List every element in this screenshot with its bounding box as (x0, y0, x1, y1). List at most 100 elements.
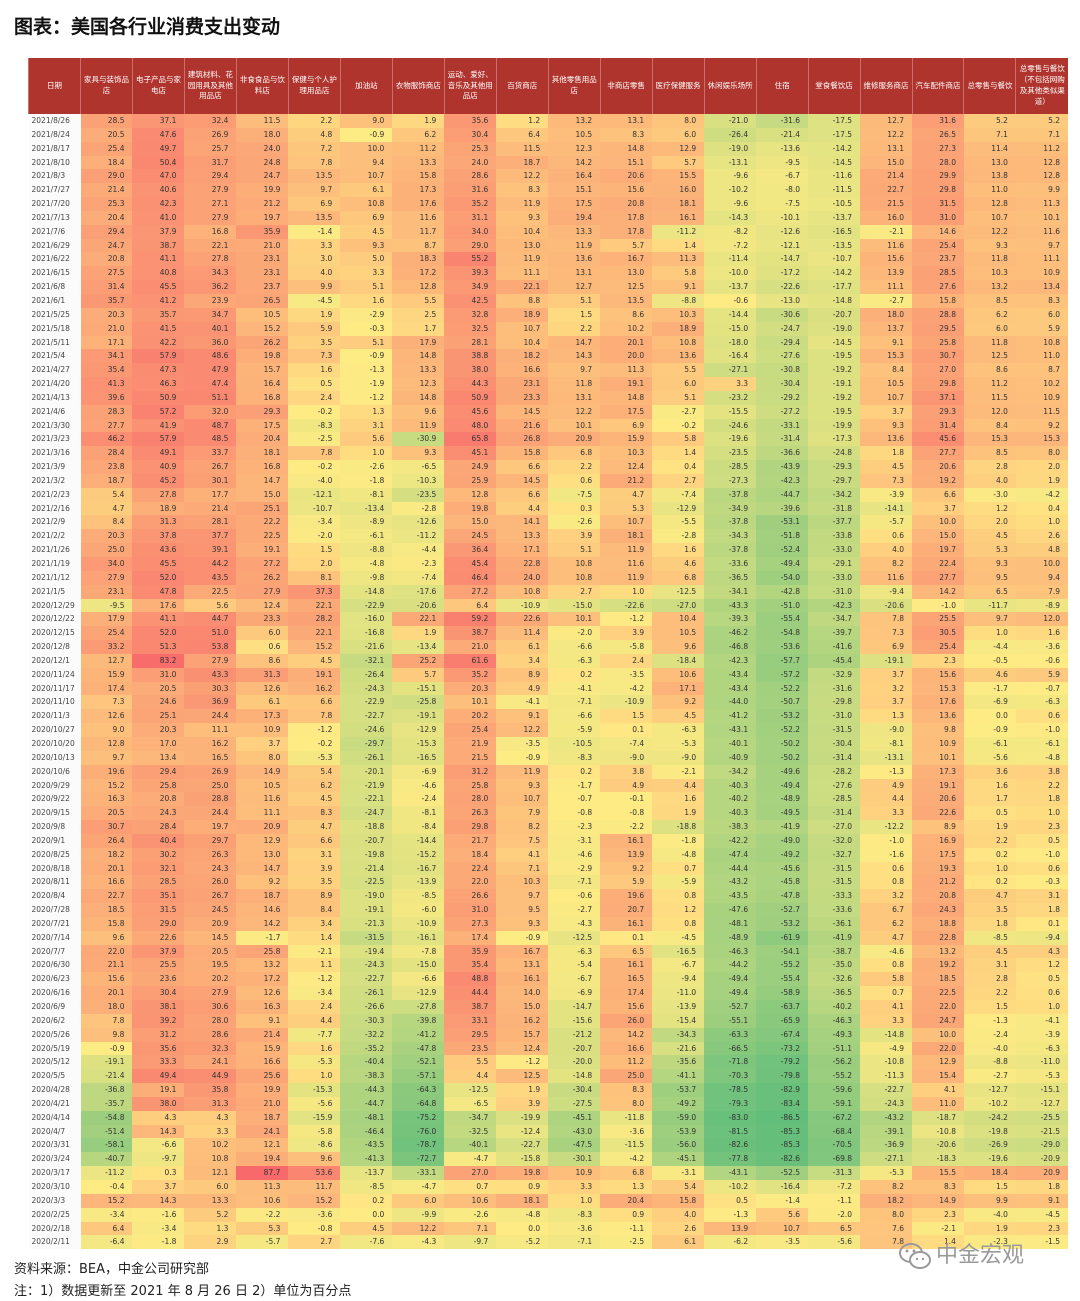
table-row: 2021/7/13 20.4 41.0 27.9 19.7 13.5 6.9 11.6 31.1… (28, 210, 1068, 225)
cell: -14.8 (548, 1069, 601, 1084)
cell: 11.7 (392, 224, 445, 239)
cell: -0.7 (1015, 681, 1068, 696)
cell: -18.8 (340, 820, 393, 834)
cell: 12.5 (496, 1069, 549, 1084)
cell: -34.9 (704, 501, 757, 516)
cell: 1.2 (1015, 958, 1068, 973)
cell: -49.2 (756, 847, 809, 862)
cell: -31.5 (340, 930, 393, 945)
cell: 9.7 (548, 363, 601, 378)
cell: 9.5 (963, 570, 1016, 585)
cell: -27.5 (548, 1096, 601, 1111)
cell: 6.2 (392, 127, 445, 142)
cell: 3.7 (236, 736, 289, 751)
cell: -1.1 (808, 1193, 861, 1208)
cell: -0.1 (600, 792, 653, 807)
table-row: 2020/10/20 12.8 17.0 16.2 3.7 -0.2 -29.7 -15.3 2… (28, 736, 1068, 751)
cell: 1.3 (184, 1221, 237, 1236)
cell: -6.1 (340, 529, 393, 544)
cell: 15.2 (80, 1193, 133, 1208)
cell: 5.5 (652, 363, 705, 378)
cell: -20.7 (548, 1041, 601, 1056)
cell: -1.0 (912, 598, 964, 613)
cell: 40.1 (184, 321, 237, 336)
cell: -20.6 (912, 1138, 964, 1153)
cell: 8.4 (963, 418, 1016, 433)
cell: -3.1 (548, 833, 601, 848)
cell: -12.9 (392, 723, 445, 737)
cell: -19.1 (808, 377, 861, 391)
cell: 20.6 (912, 460, 964, 474)
table-row: 2020/4/7 -51.4 14.3 3.3 24.1 -5.8 -46.4 -76.0 -3… (28, 1124, 1068, 1139)
cell: 10.3 (652, 307, 705, 322)
cell: 18.0 (860, 307, 912, 322)
cell: 2.7 (548, 584, 601, 599)
cell: 49.1 (132, 446, 185, 461)
cell: 37.9 (132, 944, 185, 959)
row-date: 2020/2/11 (28, 1235, 81, 1250)
cell: -3.9 (860, 487, 912, 502)
table-row: 2020/3/17 -11.2 0.3 12.1 87.7 53.6 -13.7 -33.1 2… (28, 1166, 1068, 1180)
cell: 15.2 (288, 640, 341, 654)
cell: 29.8 (912, 183, 964, 198)
cell: 15.5 (652, 169, 705, 184)
cell: 3.2 (860, 681, 912, 696)
cell: -24.3 (340, 681, 393, 696)
cell: -1.6 (860, 847, 912, 862)
cell: 0.2 (340, 1193, 393, 1208)
cell: -2.7 (652, 404, 705, 419)
cell: 41.1 (132, 252, 185, 267)
cell: -38.3 (340, 1069, 393, 1084)
cell: 11.2 (600, 1055, 653, 1070)
cell: 11.9 (496, 252, 549, 267)
cell: -39.7 (808, 626, 861, 641)
cell: 26.8 (496, 432, 549, 447)
cell: -53.1 (756, 515, 809, 530)
cell: 4.8 (288, 127, 341, 142)
cell: 9.2 (1015, 418, 1068, 433)
cell: -65.9 (756, 1013, 809, 1028)
cell: 25.3 (444, 141, 497, 156)
table-row: 2021/5/4 34.1 57.9 48.6 19.8 7.3 -0.9 14.8 38.8 1… (28, 349, 1068, 364)
row-date: 2020/8/4 (28, 889, 81, 904)
cell: 48.8 (444, 972, 497, 987)
cell: 36.9 (184, 695, 237, 710)
cell: 14.8 (600, 141, 653, 156)
cell: -2.1 (912, 1221, 964, 1236)
column-header: 家具与装饰品店 (80, 58, 133, 114)
cell: 8.3 (600, 127, 653, 142)
cell: 3.4 (288, 916, 341, 931)
cell: -15.3 (288, 1083, 341, 1097)
cell: -66.5 (704, 1041, 757, 1056)
cell: -10.1 (756, 210, 809, 225)
cell: 16.1 (600, 958, 653, 973)
cell: 41.0 (132, 210, 185, 225)
cell: 12.9 (652, 141, 705, 156)
cell: 4.3 (132, 1110, 185, 1125)
cell: -0.6 (704, 293, 757, 308)
cell: 19.1 (912, 778, 964, 793)
cell: 29.0 (80, 169, 133, 184)
cell: -31.3 (808, 1166, 861, 1180)
cell: 10.1 (912, 750, 964, 765)
cell: -64.8 (392, 1096, 445, 1111)
cell: -24.7 (340, 806, 393, 821)
cell: 19.1 (600, 377, 653, 391)
cell: 11.4 (963, 141, 1016, 156)
cell: 14.8 (392, 390, 445, 405)
watermark: 中金宏观 (898, 1237, 1024, 1271)
cell: 27.2 (444, 584, 497, 599)
cell: -6.0 (392, 903, 445, 917)
cell: 12.2 (548, 404, 601, 419)
cell: -41.2 (392, 1027, 445, 1042)
cell: -0.3 (340, 321, 393, 336)
cell: -6.6 (132, 1138, 185, 1153)
cell: 13.6 (652, 349, 705, 364)
cell: -16.5 (652, 944, 705, 959)
cell: 19.6 (80, 764, 133, 779)
cell: 22.4 (912, 557, 964, 571)
cell: 10.5 (652, 626, 705, 641)
cell: -1.2 (496, 1055, 549, 1070)
cell: -15.0 (704, 321, 757, 336)
cell: 8.7 (1015, 363, 1068, 378)
